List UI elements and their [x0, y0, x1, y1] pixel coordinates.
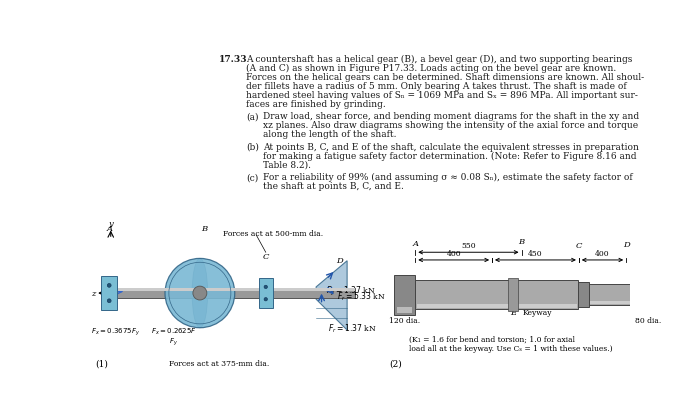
Text: 17.33: 17.33 [219, 55, 248, 64]
Bar [259, 278, 273, 309]
Bar [393, 275, 415, 315]
Text: Forces on the helical gears can be determined. Shaft dimensions are known. All s: Forces on the helical gears can be deter… [246, 73, 645, 82]
Bar [591, 301, 676, 304]
Text: D: D [623, 240, 629, 248]
Text: $F_r = 5.33$ kN: $F_r = 5.33$ kN [337, 290, 386, 303]
Text: C: C [575, 242, 582, 249]
Text: $F_r = 1.37$ kN: $F_r = 1.37$ kN [328, 322, 377, 334]
Text: A countershaft has a helical gear (B), a bevel gear (D), and two supporting bear: A countershaft has a helical gear (B), a… [246, 55, 633, 64]
Text: $F_y$: $F_y$ [169, 336, 178, 347]
Text: for making a fatigue safety factor determination. (Note: Refer to Figure 8.16 an: for making a fatigue safety factor deter… [263, 151, 637, 160]
Text: 450: 450 [528, 249, 542, 257]
Text: the shaft at points B, C, and E.: the shaft at points B, C, and E. [263, 182, 405, 191]
Text: $F_x = 0.2625F$: $F_x = 0.2625F$ [151, 326, 197, 336]
Text: Keyway: Keyway [522, 309, 552, 317]
Text: der fillets have a radius of 5 mm. Only bearing A takes thrust. The shaft is mad: der fillets have a radius of 5 mm. Only … [246, 82, 627, 91]
Circle shape [264, 298, 267, 301]
Text: faces are finished by grinding.: faces are finished by grinding. [246, 99, 386, 108]
Text: along the length of the shaft.: along the length of the shaft. [263, 130, 397, 139]
Text: Forces act at 375-mm dia.: Forces act at 375-mm dia. [169, 359, 269, 366]
Text: $F_x = 0.3675F_y$: $F_x = 0.3675F_y$ [92, 326, 141, 337]
Circle shape [193, 286, 207, 300]
Text: A: A [106, 224, 112, 232]
Text: 550: 550 [461, 242, 476, 249]
Text: D: D [336, 256, 343, 265]
Text: (A and C) as shown in Figure P17.33. Loads acting on the bevel gear are known.: (A and C) as shown in Figure P17.33. Loa… [246, 64, 617, 73]
Bar [102, 288, 355, 299]
Text: (a): (a) [246, 112, 259, 121]
Bar [397, 307, 412, 313]
Text: For a reliability of 99% (and assuming σ ≈ 0.08 Sₙ), estimate the safety factor : For a reliability of 99% (and assuming σ… [263, 173, 633, 182]
Text: C: C [262, 253, 269, 261]
Text: At points B, C, and E of the shaft, calculate the equivalent stresses in prepara: At points B, C, and E of the shaft, calc… [263, 142, 639, 151]
Bar [102, 276, 117, 310]
Text: B: B [519, 238, 524, 246]
Ellipse shape [192, 259, 208, 328]
Text: Forces act at 500-mm dia.: Forces act at 500-mm dia. [223, 229, 323, 238]
Text: (b): (b) [246, 142, 259, 151]
Text: 120 dia.: 120 dia. [389, 317, 420, 324]
Text: (2): (2) [390, 359, 402, 368]
Polygon shape [316, 261, 347, 330]
Text: (K₁ = 1.6 for bend and torsion; 1.0 for axial: (K₁ = 1.6 for bend and torsion; 1.0 for … [409, 335, 575, 343]
Text: Table 8.2).: Table 8.2). [263, 160, 312, 169]
Text: $F_y = 1.37$ kN: $F_y = 1.37$ kN [326, 285, 376, 298]
Text: (c): (c) [246, 173, 258, 182]
Bar [589, 284, 678, 306]
Text: A: A [412, 239, 419, 247]
Text: xz planes. Also draw diagrams showing the intensity of the axial force and torqu: xz planes. Also draw diagrams showing th… [263, 121, 638, 130]
Bar [415, 280, 578, 310]
Text: hardened steel having values of Sₙ = 1069 MPa and Sₓ = 896 MPa. All important su: hardened steel having values of Sₙ = 106… [246, 90, 638, 99]
Text: E: E [510, 309, 516, 317]
Text: 400: 400 [447, 249, 461, 257]
Bar [508, 279, 517, 311]
Text: (1): (1) [95, 359, 108, 368]
Text: 400: 400 [595, 249, 610, 257]
Circle shape [107, 299, 111, 303]
Text: z: z [91, 289, 95, 297]
Text: 80 dia.: 80 dia. [636, 317, 662, 324]
Text: y: y [108, 219, 113, 227]
Text: B: B [201, 224, 206, 232]
Circle shape [264, 285, 267, 289]
Bar [578, 283, 589, 307]
Bar [678, 287, 686, 303]
Text: load all at the keyway. Use Cₛ = 1 with these values.): load all at the keyway. Use Cₛ = 1 with … [409, 344, 612, 352]
Circle shape [165, 259, 234, 328]
Circle shape [107, 284, 111, 288]
Text: Draw load, shear force, and bending moment diagrams for the shaft in the xy and: Draw load, shear force, and bending mome… [263, 112, 640, 121]
Bar [417, 304, 577, 308]
Bar [102, 289, 355, 291]
